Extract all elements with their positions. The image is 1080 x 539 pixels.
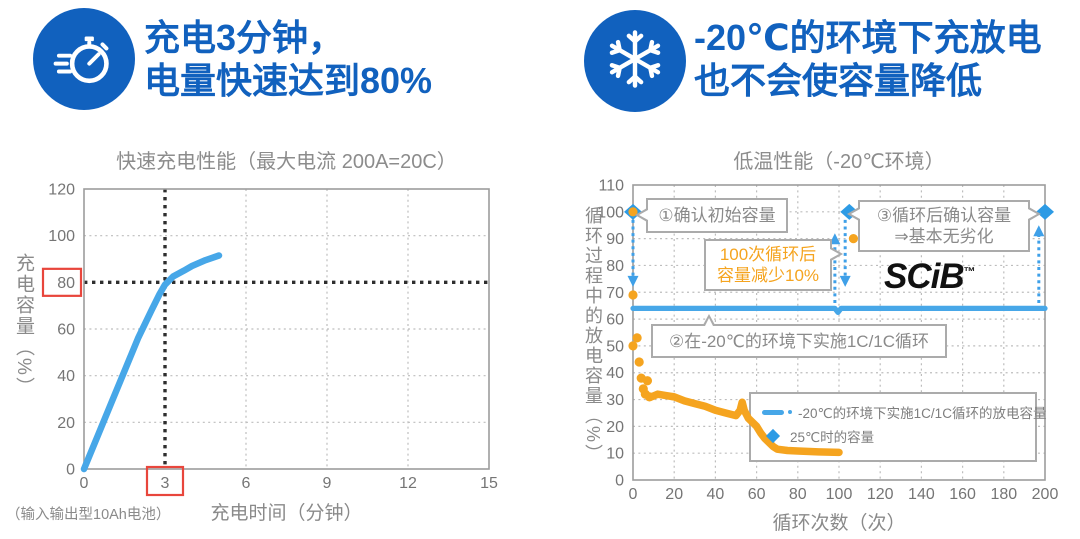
fast-charge-x-axis-label: 充电时间（分钟） [210, 503, 363, 524]
legend-label: 25℃时的容量 [790, 430, 875, 445]
callout-after-cycles: ③循环后确认容量 ⇒基本无劣化 [847, 200, 1041, 252]
svg-text:40: 40 [606, 365, 624, 382]
headline-line-2: 电量快速达到80% [144, 60, 433, 101]
callout-text: ①确认初始容量 [658, 206, 776, 225]
callout-text: ⇒基本无劣化 [894, 227, 994, 246]
low-temp-x-axis-label: 循环次数（次） [772, 513, 906, 534]
scib-logo: SCiB™ [884, 257, 976, 297]
legend-entry-cycling: -20℃的环境下实施1C/1C循环的放电容量 [762, 402, 1046, 422]
fast-charge-title: 快速充电性能（最大电流 200A=20C） [116, 151, 457, 173]
svg-text:100: 100 [826, 486, 853, 503]
svg-text:120: 120 [48, 182, 75, 199]
svg-text:140: 140 [908, 486, 935, 503]
blue-dot-marker [788, 410, 792, 414]
callout-initial-capacity: ①确认初始容量 [635, 198, 788, 233]
scib-logo-text: SCiB [884, 257, 965, 296]
trademark-symbol: ™ [963, 264, 976, 279]
svg-text:80: 80 [606, 258, 624, 275]
svg-text:0: 0 [629, 486, 638, 503]
callout-cycling-condition: ②在-20℃的环境下实施1C/1C循环 [651, 314, 947, 358]
headline-line-1: -20℃的环境下充放电 [694, 17, 1042, 58]
svg-text:120: 120 [867, 486, 894, 503]
low-temp-badge [584, 10, 686, 112]
svg-text:80: 80 [57, 275, 75, 292]
callout-pointer-fill [830, 249, 839, 259]
svg-text:3: 3 [161, 475, 170, 492]
svg-text:160: 160 [949, 486, 976, 503]
callout-pointer-fill [1028, 209, 1037, 219]
svg-text:200: 200 [1032, 486, 1059, 503]
legend-entry-25c: 25℃时的容量 [762, 426, 874, 446]
stopwatch-icon [51, 24, 117, 95]
callout-text: 容量减少10% [716, 266, 820, 285]
fast-charge-y-axis-label: 充电容量（%） [13, 253, 34, 398]
battery-type-footnote: （输入输出型10Ah电池） [6, 507, 171, 523]
svg-text:12: 12 [399, 475, 417, 492]
svg-text:30: 30 [606, 392, 624, 409]
svg-text:20: 20 [606, 419, 624, 436]
svg-text:100: 100 [597, 204, 624, 221]
svg-text:0: 0 [615, 473, 624, 490]
svg-text:40: 40 [707, 486, 725, 503]
svg-text:110: 110 [598, 178, 624, 195]
blue-diamond-marker [765, 428, 781, 444]
svg-text:180: 180 [990, 486, 1017, 503]
fast-charge-headline: 充电3分钟， 电量快速达到80% [144, 16, 432, 102]
callout-text: ③循环后确认容量 [876, 206, 1012, 225]
low-temp-y-axis-label: 循环过程中的放电容量（%） [583, 206, 603, 465]
svg-text:15: 15 [480, 475, 498, 492]
svg-text:60: 60 [57, 322, 75, 339]
callout-text: 100次循环后 [719, 245, 817, 264]
svg-text:20: 20 [665, 486, 683, 503]
legend-label: -20℃的环境下实施1C/1C循环的放电容量 [798, 406, 1047, 421]
headline-line-2: 也不会使容量降低 [694, 60, 983, 101]
svg-text:0: 0 [80, 475, 89, 492]
low-temp-headline: -20℃的环境下充放电 也不会使容量降低 [694, 16, 1042, 102]
svg-text:10: 10 [606, 446, 624, 463]
svg-text:6: 6 [242, 475, 251, 492]
svg-text:40: 40 [57, 368, 75, 385]
svg-text:100: 100 [48, 228, 75, 245]
svg-text:50: 50 [606, 338, 624, 355]
svg-text:60: 60 [748, 486, 766, 503]
svg-text:0: 0 [66, 462, 75, 479]
callout-text: ②在-20℃的环境下实施1C/1C循环 [668, 331, 930, 351]
fast-charge-badge [33, 8, 135, 110]
blue-line-marker [762, 409, 784, 415]
callout-pointer-fill [639, 210, 648, 220]
svg-text:70: 70 [606, 285, 624, 302]
headline-line-1: 充电3分钟， [144, 17, 345, 58]
callout-pointer-fill [705, 318, 713, 326]
callout-capacity-loss: 100次循环后 容量减少10% [704, 239, 843, 291]
svg-text:20: 20 [57, 415, 75, 432]
svg-text:9: 9 [323, 475, 332, 492]
low-temp-title: 低温性能（-20℃环境） [733, 151, 945, 173]
svg-text:60: 60 [606, 312, 624, 329]
svg-text:90: 90 [606, 231, 624, 248]
svg-text:80: 80 [789, 486, 807, 503]
snowflake-icon [601, 25, 669, 98]
callout-pointer-fill [851, 209, 860, 219]
